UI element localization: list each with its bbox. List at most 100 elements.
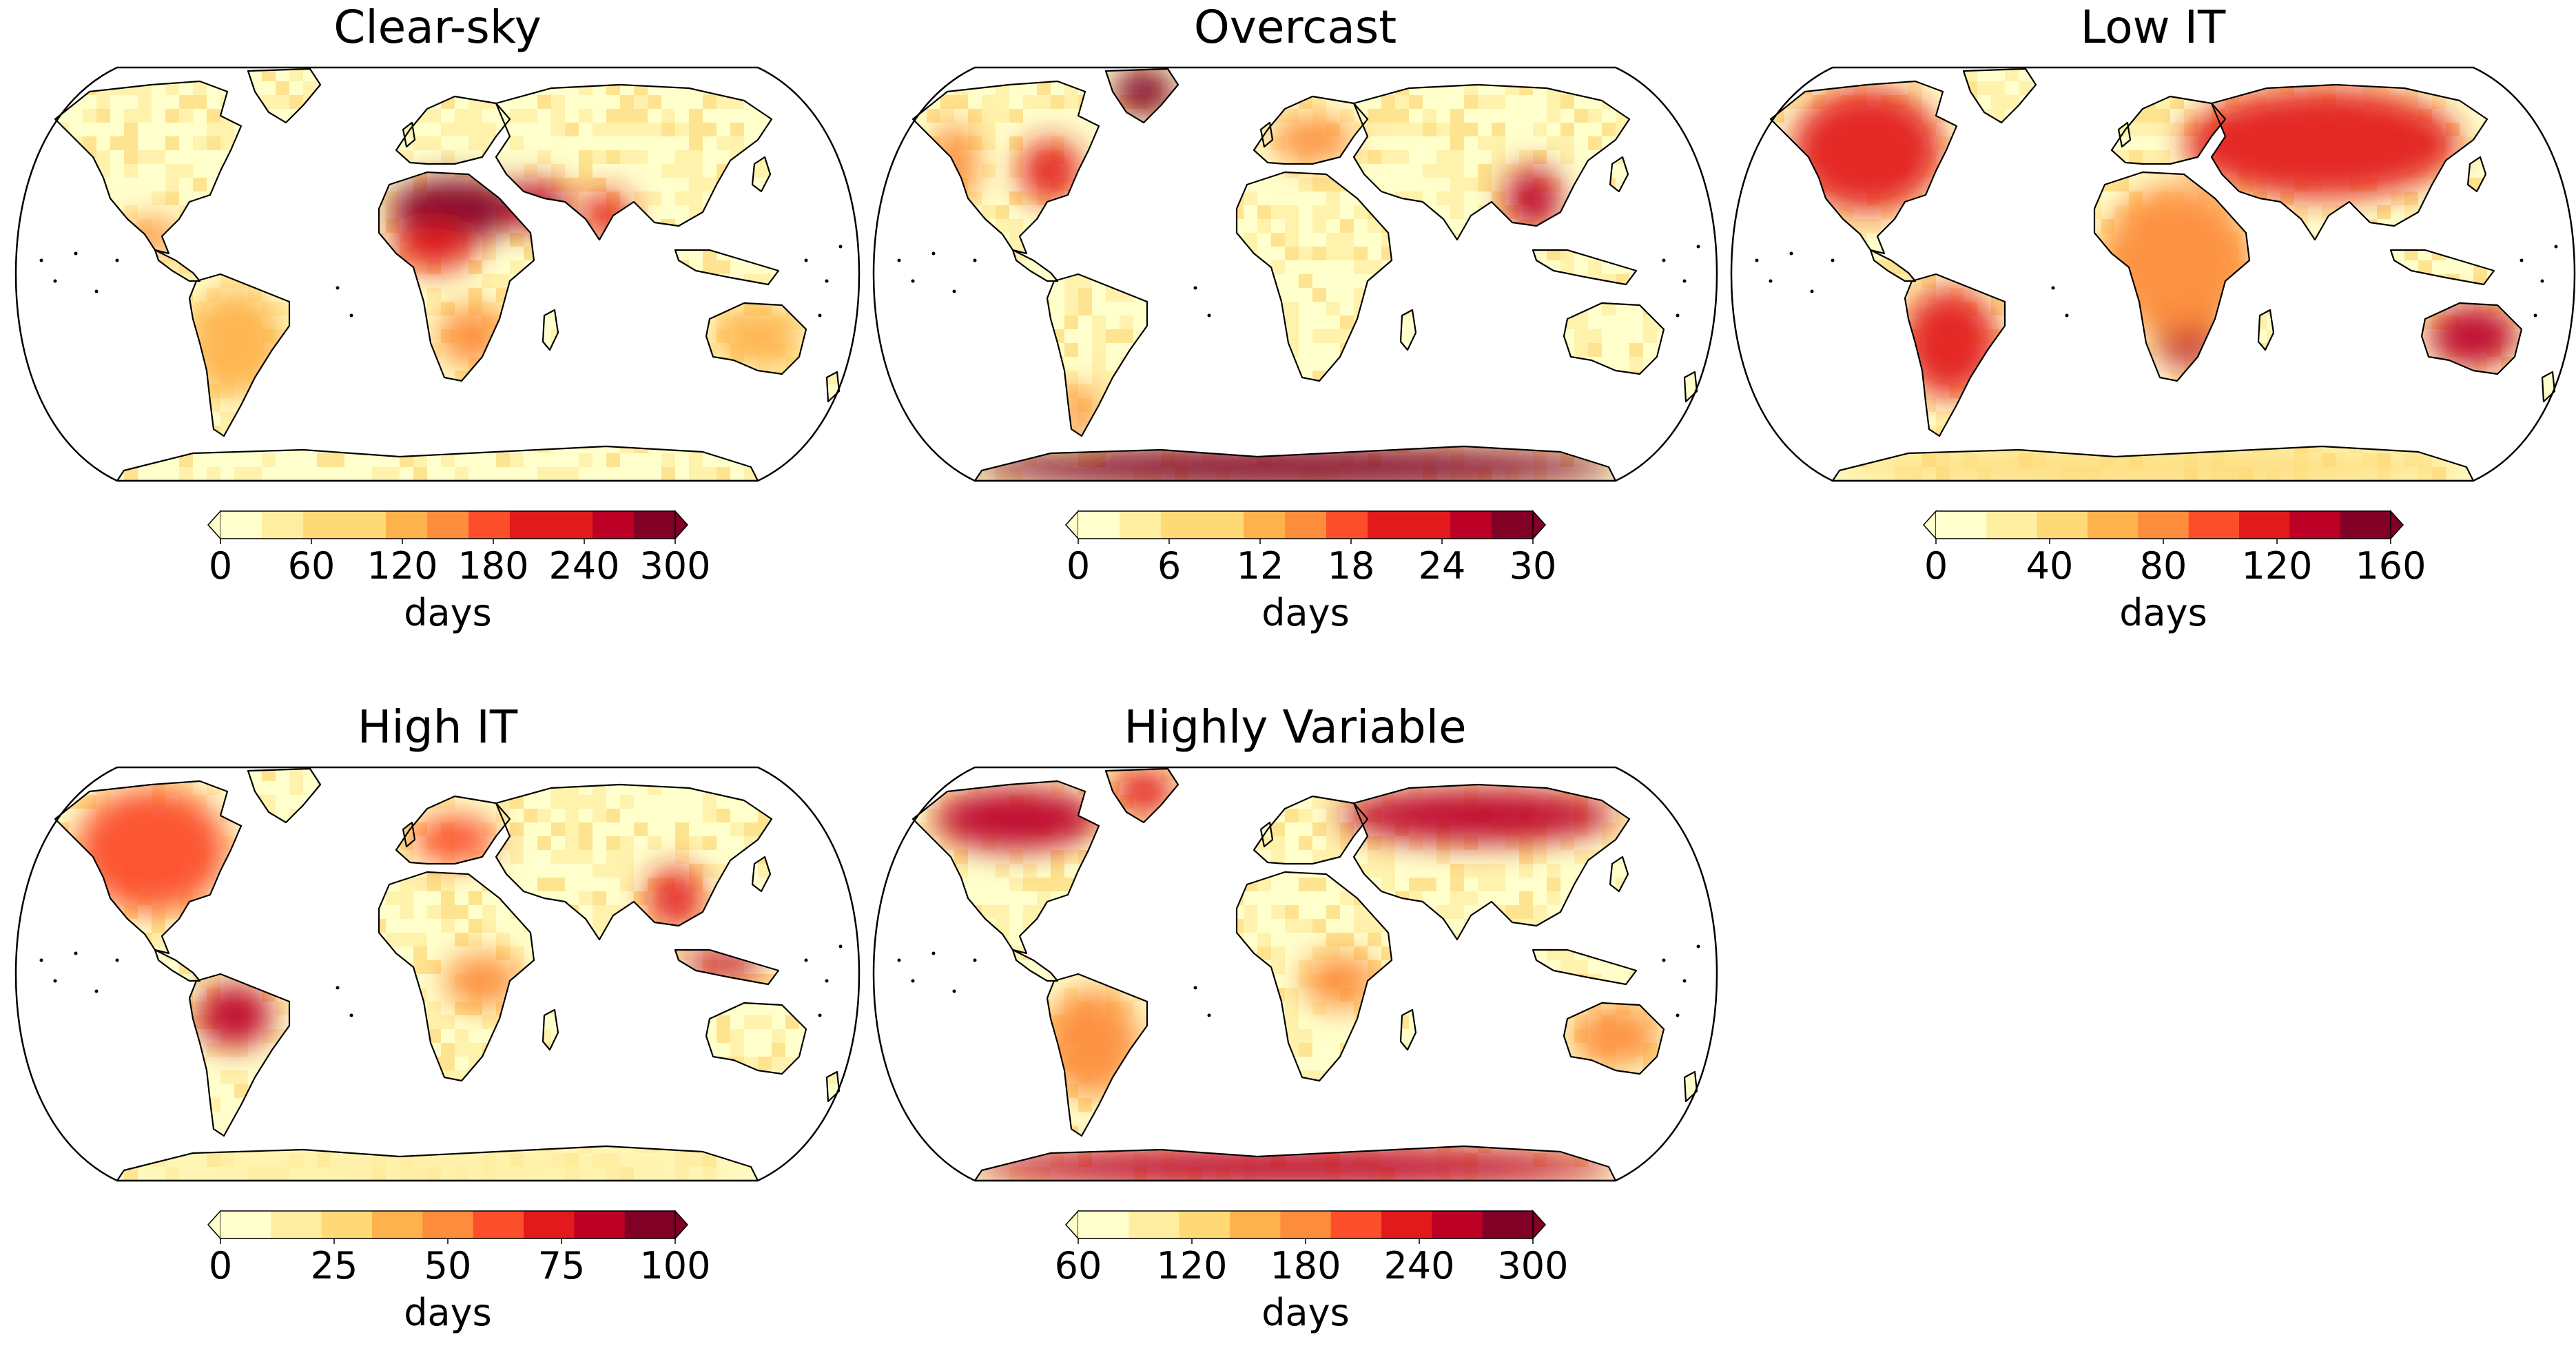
coastline-asia (1352, 83, 1631, 241)
colorbar-extend-min (207, 1210, 221, 1240)
coastline-australia (2420, 302, 2523, 375)
island (1193, 286, 1197, 290)
coastline-south america (1904, 273, 2006, 437)
colorbar-segment (1129, 1211, 1180, 1239)
island (1696, 944, 1700, 949)
island (2520, 258, 2524, 262)
hotspot-canada (934, 788, 1099, 850)
coastline-greenland (1104, 767, 1179, 824)
coastline-australia (705, 302, 807, 375)
coastline-greenland (247, 767, 322, 824)
hotspot-antarctica (1829, 446, 2477, 481)
coastline-japan (751, 156, 772, 193)
colorbar-tick-label: 120 (1156, 1244, 1227, 1287)
colorbar-segment (1078, 1211, 1129, 1239)
hotspot-antarctica (971, 1146, 1619, 1181)
colorbar-tick-label: 300 (639, 544, 710, 588)
coastline-madagascar (542, 1008, 559, 1051)
colorbar-tick-label: 160 (2355, 544, 2426, 588)
island (349, 313, 353, 318)
map-frame (872, 766, 1718, 1182)
coastline-north america (54, 780, 243, 955)
colorbar-tick-label: 180 (457, 544, 528, 588)
world-map (872, 766, 1718, 1182)
colorbar-segment (262, 511, 304, 539)
coastline-newzealand (2541, 371, 2556, 403)
colorbar-tick-label: 75 (538, 1244, 586, 1287)
island (804, 958, 808, 962)
coastline-asia (1352, 783, 1631, 941)
colorbar-segment (2037, 511, 2088, 539)
colorbar-segment (1161, 511, 1203, 539)
colorbar-segment (634, 511, 676, 539)
hotspot-europe (413, 816, 496, 864)
colorbar-segment (422, 1211, 474, 1239)
colorbar-label: days (1261, 591, 1349, 634)
colorbar-extend-max (1532, 510, 1547, 540)
colorbar-segment (1936, 511, 1987, 539)
colorbar-segment (303, 511, 345, 539)
colorbar-segment (1244, 511, 1286, 539)
island (94, 989, 99, 993)
island (1789, 251, 1793, 256)
coastline-asia (2210, 83, 2489, 241)
colorbar-extend-max (674, 1210, 689, 1240)
island (838, 245, 843, 249)
colorbar-label: days (1261, 1291, 1349, 1334)
island (39, 258, 43, 262)
map-frame (14, 66, 861, 482)
island (911, 979, 915, 983)
colorbar-segment (372, 1211, 423, 1239)
colorbar-segment (473, 1211, 524, 1239)
island (818, 1013, 822, 1017)
colorbar: 60 120 180 240 300 days (1055, 1210, 1569, 1334)
colorbar-tick-label: 30 (1509, 544, 1557, 588)
island (818, 313, 822, 318)
world-map (14, 766, 861, 1182)
island (349, 1013, 353, 1017)
island (94, 289, 99, 293)
island (1207, 313, 1211, 318)
colorbar-tick-label: 120 (2241, 544, 2312, 588)
colorbar-tick-label: 0 (209, 544, 232, 588)
coastline-uk (1259, 121, 1274, 148)
island (53, 979, 57, 983)
island (931, 251, 936, 256)
colorbar-segment (220, 511, 262, 539)
colorbar-tick-label: 240 (548, 544, 619, 588)
colorbar-border (1078, 510, 1533, 539)
colorbar: 0 25 50 75 100 days (207, 1210, 711, 1334)
colorbar-tick-label: 60 (288, 544, 336, 588)
island (952, 989, 956, 993)
island (1662, 958, 1666, 962)
island (2554, 245, 2558, 249)
coastline-africa (2093, 171, 2251, 382)
hotspot-greenland (1113, 69, 1175, 116)
coastline-japan (751, 856, 772, 893)
colorbar-tick-label: 25 (311, 1244, 358, 1287)
coastline-europe (1253, 795, 1369, 865)
coastline-maritime (674, 949, 780, 986)
coastline-madagascar (542, 309, 559, 351)
colorbar-segment (1078, 511, 1120, 539)
coastline-madagascar (1399, 1008, 1417, 1051)
panel-low-it: Low IT 0 40 80 120 160 days (1729, 0, 2576, 654)
coastline-japan (1609, 856, 1629, 893)
panel-title: Highly Variable (1124, 701, 1467, 754)
colorbar-label: days (404, 591, 491, 634)
panel-high-it: High IT 0 25 50 75 100 days (14, 700, 861, 1354)
colorbar-segment (1280, 1211, 1332, 1239)
hotspot-eastern-north-america (1020, 140, 1082, 202)
island (973, 958, 977, 962)
colorbar-segment (1120, 511, 1162, 539)
colorbar-extend-max (1532, 1210, 1547, 1240)
colorbar-segment (1409, 511, 1451, 539)
island (911, 279, 915, 283)
coastline-africa (378, 871, 535, 1082)
island (825, 979, 829, 983)
island (804, 258, 808, 262)
island (74, 251, 78, 256)
colorbar-tick-label: 0 (1067, 544, 1090, 588)
coastline-madagascar (1399, 309, 1417, 351)
coastline-greenland (1962, 68, 2037, 124)
